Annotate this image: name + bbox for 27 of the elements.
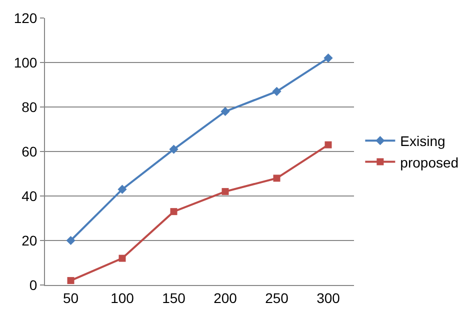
x-tick-label: 50 xyxy=(62,290,79,306)
x-tick-label: 100 xyxy=(110,290,134,306)
legend-label: Exising xyxy=(400,133,446,150)
y-tick-label: 20 xyxy=(22,232,38,248)
point xyxy=(324,54,333,63)
point xyxy=(67,277,74,284)
x-tick-label: 300 xyxy=(316,290,340,306)
y-tick-label: 80 xyxy=(22,98,38,115)
point xyxy=(118,184,127,194)
point xyxy=(272,86,282,96)
y-tick-label: 60 xyxy=(22,143,38,160)
point xyxy=(222,188,229,196)
point xyxy=(220,106,230,116)
point xyxy=(170,208,178,216)
legend-label: proposed xyxy=(400,154,459,170)
point xyxy=(118,254,126,262)
point xyxy=(169,144,178,154)
y-tick-label: 120 xyxy=(14,10,38,26)
x-tick-label: 250 xyxy=(265,290,289,306)
x-tick-label: 150 xyxy=(162,290,186,306)
y-tick-label: 0 xyxy=(29,276,38,293)
point xyxy=(324,141,332,148)
y-tick-label: 40 xyxy=(22,188,38,204)
point xyxy=(273,174,280,182)
x-tick-label: 200 xyxy=(214,290,238,306)
point xyxy=(66,236,76,246)
y-tick-label: 100 xyxy=(14,54,38,70)
